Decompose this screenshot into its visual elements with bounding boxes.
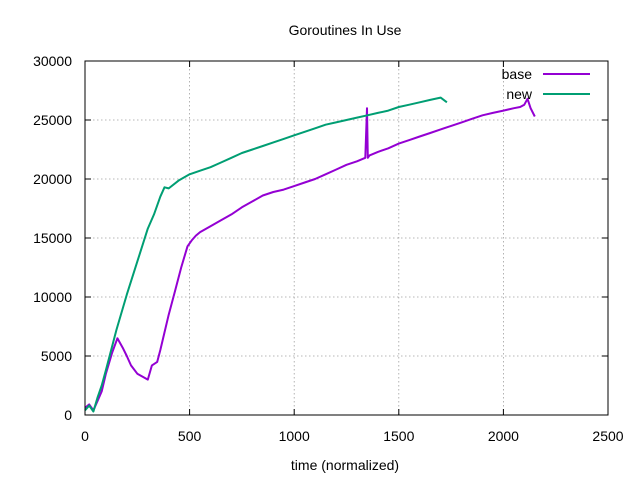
series-line-base — [84, 97, 536, 412]
series-layer — [84, 96, 536, 413]
y-tick-label: 15000 — [33, 230, 72, 246]
y-tick-label: 25000 — [33, 112, 72, 128]
grid — [85, 61, 608, 415]
x-tick-label: 2000 — [488, 428, 519, 444]
y-tick-label: 20000 — [33, 171, 72, 187]
x-tick-label: 1500 — [383, 428, 414, 444]
x-tick-label: 500 — [178, 428, 202, 444]
legend: base new — [502, 66, 590, 102]
series-line-new — [84, 96, 448, 413]
y-tick-label: 5000 — [41, 348, 72, 364]
chart-title: Goroutines In Use — [289, 22, 402, 38]
legend-label-new: new — [506, 86, 533, 102]
x-axis-label: time (normalized) — [291, 457, 399, 473]
x-tick-label: 0 — [81, 428, 89, 444]
legend-label-base: base — [502, 66, 533, 82]
y-tick-label: 0 — [64, 407, 72, 423]
x-tick-label: 2500 — [592, 428, 623, 444]
y-tick-label: 30000 — [33, 53, 72, 69]
y-tick-label: 10000 — [33, 289, 72, 305]
axis-ticks: 0 500 1000 1500 2000 250005000100001500020000… — [33, 53, 624, 444]
x-tick-label: 1000 — [279, 428, 310, 444]
